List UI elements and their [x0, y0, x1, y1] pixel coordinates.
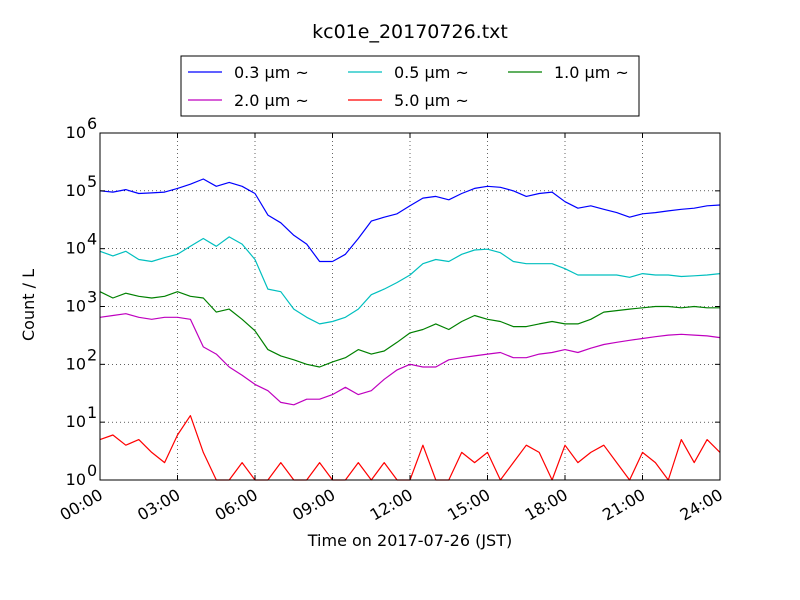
- legend-label-1: 0.5 μm ~: [394, 63, 469, 82]
- series-line-3: [99, 313, 721, 406]
- y-tick-exponent: 6: [87, 114, 97, 133]
- legend: 0.3 μm ~ 0.5 μm ~ 1.0 μm ~ 2.0 μm ~ 5.0 μm ~: [180, 55, 640, 117]
- y-tick-exponent: 4: [87, 230, 97, 249]
- y-tick-label: 10: [66, 354, 86, 373]
- legend-label-3: 2.0 μm ~: [234, 91, 309, 110]
- legend-label-2: 1.0 μm ~: [554, 63, 629, 82]
- legend-label-4: 5.0 μm ~: [394, 91, 469, 110]
- y-tick-label: 10: [66, 412, 86, 431]
- y-tick-exponent: 3: [87, 288, 97, 307]
- y-tick-label: 10: [66, 239, 86, 258]
- chart-title: kc01e_20170726.txt: [312, 21, 508, 43]
- x-axis-label: Time on 2017-07-26 (JST): [307, 531, 512, 550]
- series-line-0: [99, 178, 721, 263]
- y-tick-exponent: 5: [87, 172, 97, 191]
- legend-box: [180, 55, 640, 117]
- y-tick-label: 10: [66, 181, 86, 200]
- y-tick-label: 10: [66, 470, 86, 489]
- legend-label-0: 0.3 μm ~: [234, 63, 309, 82]
- y-tick-exponent: 2: [87, 345, 97, 364]
- y-tick-label: 10: [66, 123, 86, 142]
- y-axis-label: Count / L: [19, 269, 38, 341]
- y-tick-exponent: 0: [87, 461, 97, 480]
- y-tick-exponent: 1: [87, 403, 97, 422]
- series-line-1: [99, 236, 721, 325]
- y-tick-label: 10: [66, 297, 86, 316]
- series-line-2: [99, 291, 720, 368]
